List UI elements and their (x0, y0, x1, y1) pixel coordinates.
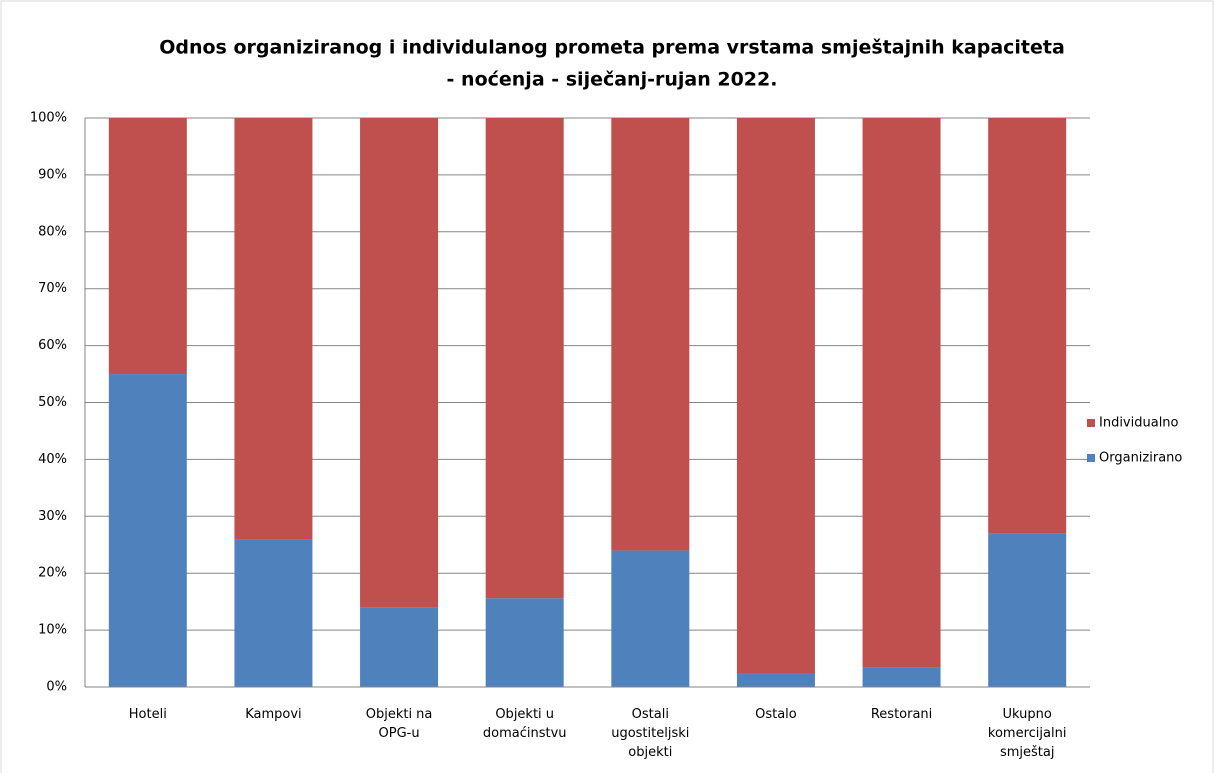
bar-segment (988, 118, 1067, 534)
legend-label: Organizirano (1099, 451, 1182, 466)
y-tick-label: 90% (38, 167, 67, 182)
y-tick-label: 20% (38, 566, 67, 581)
legend-label: Individualno (1099, 416, 1179, 431)
bar-segment (234, 539, 313, 687)
x-tick-label: Ukupno komercijalni smještaj (987, 707, 1067, 760)
bar-segment (360, 118, 439, 608)
bar-segment (360, 607, 439, 687)
y-tick-label: 0% (46, 680, 67, 695)
chart-title: - noćenja - siječanj-rujan 2022. (447, 69, 778, 91)
x-tick-label: Ostali ugostiteljski objekti (611, 707, 690, 760)
legend-swatch (1087, 419, 1095, 427)
y-tick-label: 50% (38, 395, 67, 410)
bar-segment (862, 118, 941, 668)
bar-segment (736, 673, 815, 687)
y-tick-label: 30% (38, 509, 67, 524)
y-tick-label: 80% (38, 224, 67, 239)
bar-segment (736, 118, 815, 674)
bar-segment (108, 374, 187, 687)
x-tick-label: Objekti u domaćinstvu (482, 707, 567, 741)
legend-swatch (1087, 454, 1095, 462)
y-tick-label: 70% (38, 281, 67, 296)
y-tick-label: 60% (38, 338, 67, 353)
x-tick-label: Objekti na OPG-u (365, 707, 433, 741)
bar-segment (862, 667, 941, 687)
x-tick-label: Kampovi (245, 707, 302, 722)
chart-title: Odnos organiziranog i individulanog prom… (159, 37, 1065, 59)
y-tick-label: 10% (38, 623, 67, 638)
bar-segment (485, 118, 564, 599)
bar-segment (611, 550, 690, 687)
bar-segment (234, 118, 313, 540)
x-tick-label: Ostalo (755, 707, 797, 722)
bar-segment (485, 598, 564, 687)
y-tick-label: 100% (30, 111, 67, 126)
x-tick-label: Hoteli (128, 707, 167, 722)
bar-segment (108, 118, 187, 375)
bar-segment (988, 533, 1067, 687)
x-tick-label: Restorani (870, 707, 933, 722)
bar-segment (611, 118, 690, 551)
y-tick-label: 40% (38, 452, 67, 467)
